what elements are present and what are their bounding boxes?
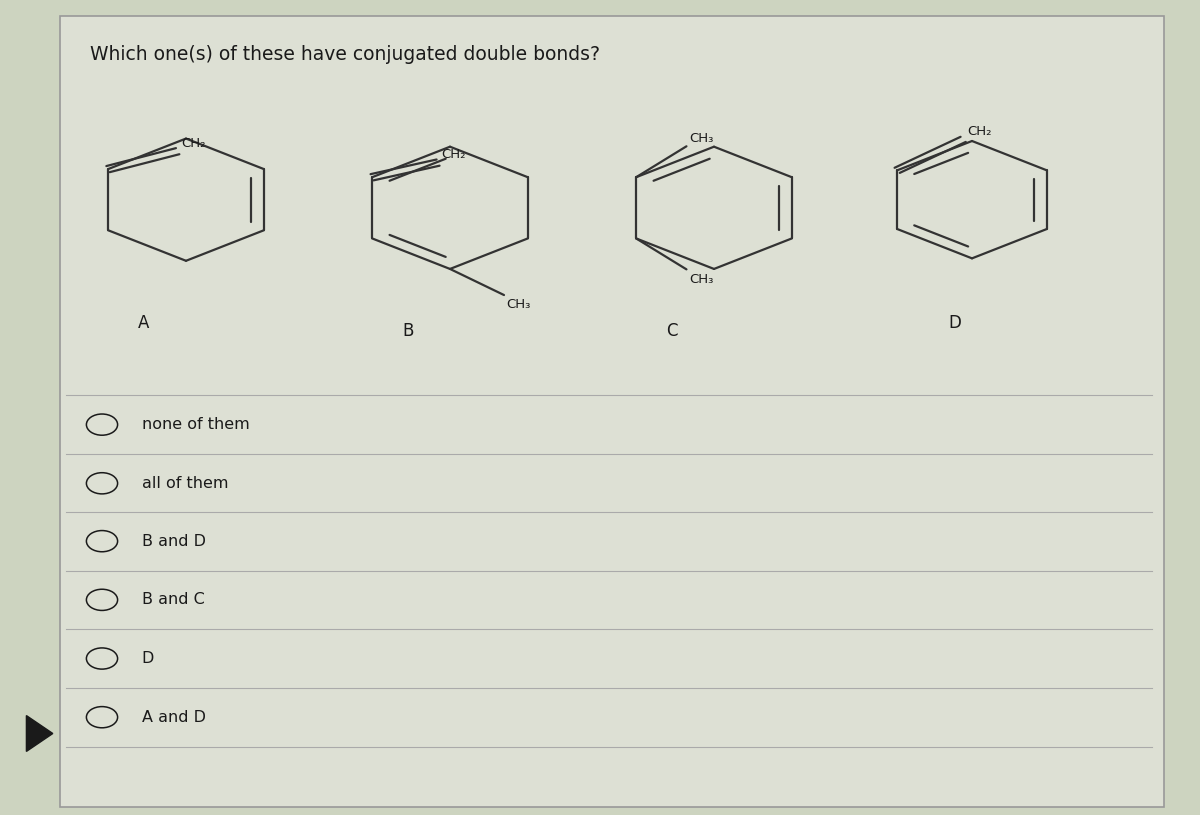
Text: CH₃: CH₃ [689,272,713,285]
Text: C: C [666,322,678,340]
Text: Which one(s) of these have conjugated double bonds?: Which one(s) of these have conjugated do… [90,45,600,64]
Text: CH₂: CH₂ [967,125,991,138]
Text: CH₂: CH₂ [442,148,466,161]
Text: all of them: all of them [142,476,228,491]
Text: B and D: B and D [142,534,205,548]
Text: CH₃: CH₃ [506,298,530,311]
Polygon shape [26,716,53,751]
Text: A and D: A and D [142,710,205,725]
FancyBboxPatch shape [60,16,1164,807]
Text: A: A [138,314,149,332]
Text: CH₂: CH₂ [181,137,205,150]
Text: CH₃: CH₃ [689,132,713,145]
Text: none of them: none of them [142,417,250,432]
Text: D: D [142,651,154,666]
Text: B: B [402,322,413,340]
Text: D: D [948,314,961,332]
Text: B and C: B and C [142,593,204,607]
